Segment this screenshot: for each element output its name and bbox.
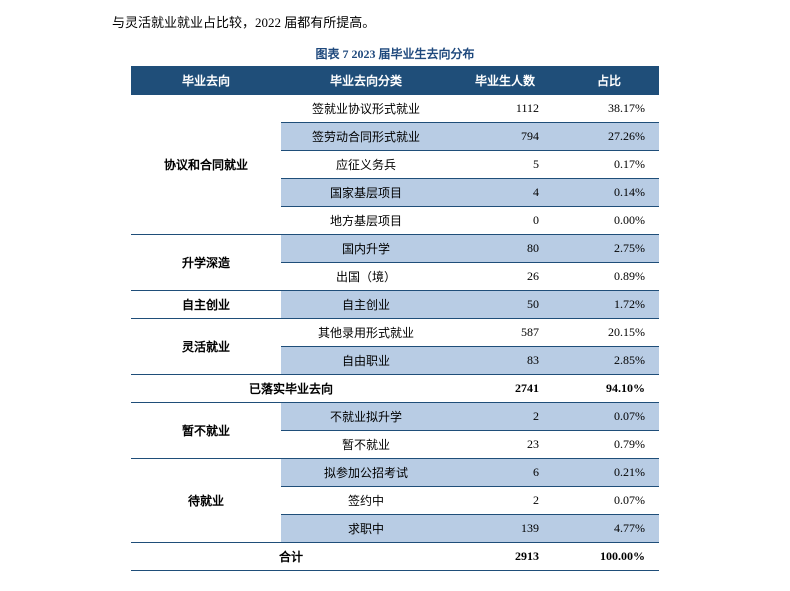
count-cell: 83 xyxy=(451,347,559,375)
count-cell: 5 xyxy=(451,151,559,179)
subcategory-cell: 自主创业 xyxy=(281,291,451,319)
category-cell: 升学深造 xyxy=(131,235,281,291)
subtotal-pct: 94.10% xyxy=(559,375,659,403)
table-row: 待就业拟参加公招考试60.21% xyxy=(131,459,659,487)
pct-cell: 2.75% xyxy=(559,235,659,263)
subtotal-count: 2741 xyxy=(451,375,559,403)
subcategory-cell: 国内升学 xyxy=(281,235,451,263)
count-cell: 6 xyxy=(451,459,559,487)
pct-cell: 0.79% xyxy=(559,431,659,459)
total-label: 合计 xyxy=(131,543,451,571)
pct-cell: 0.21% xyxy=(559,459,659,487)
intro-text: 与灵活就业就业占比较，2022 届都有所提高。 xyxy=(112,12,790,31)
table-header-row: 毕业去向 毕业去向分类 毕业生人数 占比 xyxy=(131,66,659,95)
subcategory-cell: 自由职业 xyxy=(281,347,451,375)
count-cell: 587 xyxy=(451,319,559,347)
pct-cell: 0.07% xyxy=(559,403,659,431)
count-cell: 794 xyxy=(451,123,559,151)
category-cell: 待就业 xyxy=(131,459,281,543)
count-cell: 80 xyxy=(451,235,559,263)
table-row: 升学深造国内升学802.75% xyxy=(131,235,659,263)
pct-cell: 0.00% xyxy=(559,207,659,235)
pct-cell: 0.14% xyxy=(559,179,659,207)
count-cell: 0 xyxy=(451,207,559,235)
pct-cell: 27.26% xyxy=(559,123,659,151)
subcategory-cell: 不就业拟升学 xyxy=(281,403,451,431)
pct-cell: 20.15% xyxy=(559,319,659,347)
count-cell: 2 xyxy=(451,403,559,431)
table-row: 自主创业自主创业501.72% xyxy=(131,291,659,319)
subcategory-cell: 应征义务兵 xyxy=(281,151,451,179)
pct-cell: 4.77% xyxy=(559,515,659,543)
col-header-pct: 占比 xyxy=(559,66,659,95)
subcategory-cell: 出国（境） xyxy=(281,263,451,291)
pct-cell: 2.85% xyxy=(559,347,659,375)
table-row: 协议和合同就业签就业协议形式就业111238.17% xyxy=(131,95,659,123)
subtotal-row: 已落实毕业去向274194.10% xyxy=(131,375,659,403)
subcategory-cell: 国家基层项目 xyxy=(281,179,451,207)
count-cell: 4 xyxy=(451,179,559,207)
pct-cell: 0.07% xyxy=(559,487,659,515)
graduate-destination-table: 毕业去向 毕业去向分类 毕业生人数 占比 协议和合同就业签就业协议形式就业111… xyxy=(131,66,659,571)
table-row: 灵活就业其他录用形式就业58720.15% xyxy=(131,319,659,347)
pct-cell: 0.17% xyxy=(559,151,659,179)
table-caption: 图表 7 2023 届毕业生去向分布 xyxy=(0,45,790,62)
count-cell: 23 xyxy=(451,431,559,459)
total-pct: 100.00% xyxy=(559,543,659,571)
count-cell: 26 xyxy=(451,263,559,291)
count-cell: 139 xyxy=(451,515,559,543)
count-cell: 1112 xyxy=(451,95,559,123)
subcategory-cell: 其他录用形式就业 xyxy=(281,319,451,347)
subcategory-cell: 暂不就业 xyxy=(281,431,451,459)
subtotal-label: 已落实毕业去向 xyxy=(131,375,451,403)
col-header-count: 毕业生人数 xyxy=(451,66,559,95)
total-count: 2913 xyxy=(451,543,559,571)
count-cell: 50 xyxy=(451,291,559,319)
category-cell: 自主创业 xyxy=(131,291,281,319)
table-row: 暂不就业不就业拟升学20.07% xyxy=(131,403,659,431)
pct-cell: 1.72% xyxy=(559,291,659,319)
subcategory-cell: 求职中 xyxy=(281,515,451,543)
subcategory-cell: 签约中 xyxy=(281,487,451,515)
pct-cell: 0.89% xyxy=(559,263,659,291)
subcategory-cell: 签就业协议形式就业 xyxy=(281,95,451,123)
subcategory-cell: 签劳动合同形式就业 xyxy=(281,123,451,151)
subcategory-cell: 地方基层项目 xyxy=(281,207,451,235)
category-cell: 协议和合同就业 xyxy=(131,95,281,235)
category-cell: 暂不就业 xyxy=(131,403,281,459)
subcategory-cell: 拟参加公招考试 xyxy=(281,459,451,487)
pct-cell: 38.17% xyxy=(559,95,659,123)
col-header-subcategory: 毕业去向分类 xyxy=(281,66,451,95)
count-cell: 2 xyxy=(451,487,559,515)
total-row: 合计2913100.00% xyxy=(131,543,659,571)
category-cell: 灵活就业 xyxy=(131,319,281,375)
col-header-category: 毕业去向 xyxy=(131,66,281,95)
